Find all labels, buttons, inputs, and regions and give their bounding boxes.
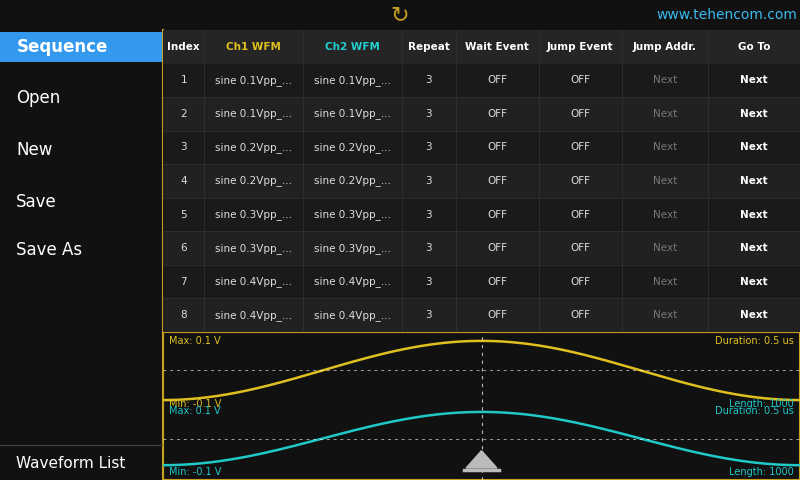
Text: sine 0.3Vpp_...: sine 0.3Vpp_... (314, 243, 391, 253)
Text: sine 0.2Vpp_...: sine 0.2Vpp_... (314, 142, 391, 153)
Text: 3: 3 (426, 243, 432, 253)
Text: sine 0.4Vpp_...: sine 0.4Vpp_... (215, 276, 292, 287)
Text: OFF: OFF (570, 210, 590, 219)
Text: 3: 3 (426, 176, 432, 186)
Text: 2: 2 (180, 109, 187, 119)
Text: Duration: 0.5 us: Duration: 0.5 us (714, 406, 794, 416)
Text: Next: Next (740, 276, 768, 287)
Text: 8: 8 (180, 310, 187, 320)
Bar (163, 198, 800, 231)
Bar (163, 63, 800, 97)
Text: 3: 3 (426, 75, 432, 85)
Text: 3: 3 (426, 143, 432, 153)
Text: sine 0.4Vpp_...: sine 0.4Vpp_... (314, 310, 391, 321)
Text: Length: 1000: Length: 1000 (729, 398, 794, 408)
Text: OFF: OFF (570, 276, 590, 287)
Text: Min: -0.1 V: Min: -0.1 V (170, 398, 222, 408)
Text: 3: 3 (426, 276, 432, 287)
Text: OFF: OFF (487, 243, 507, 253)
Text: Length: 1000: Length: 1000 (729, 467, 794, 477)
Text: OFF: OFF (487, 109, 507, 119)
Text: OFF: OFF (487, 176, 507, 186)
Text: Save: Save (16, 193, 57, 211)
Text: OFF: OFF (487, 276, 507, 287)
Text: 3: 3 (426, 109, 432, 119)
Text: Next: Next (740, 310, 768, 320)
Bar (163, 131, 800, 164)
Text: www.tehencom.com: www.tehencom.com (657, 8, 798, 22)
Text: OFF: OFF (487, 210, 507, 219)
Text: 3: 3 (180, 143, 187, 153)
Text: sine 0.3Vpp_...: sine 0.3Vpp_... (215, 209, 292, 220)
Text: sine 0.3Vpp_...: sine 0.3Vpp_... (314, 209, 391, 220)
Text: sine 0.2Vpp_...: sine 0.2Vpp_... (215, 176, 292, 186)
Text: Max: 0.1 V: Max: 0.1 V (170, 336, 221, 347)
Text: Jump Addr.: Jump Addr. (633, 42, 697, 52)
Text: Index: Index (167, 42, 200, 52)
Text: Next: Next (740, 210, 768, 219)
Text: Go To: Go To (738, 42, 770, 52)
Text: 1: 1 (180, 75, 187, 85)
Text: Wait Event: Wait Event (466, 42, 530, 52)
Text: Next: Next (740, 109, 768, 119)
Text: OFF: OFF (487, 310, 507, 320)
Text: Save As: Save As (16, 241, 82, 259)
Text: Max: 0.1 V: Max: 0.1 V (170, 406, 221, 416)
Text: OFF: OFF (487, 75, 507, 85)
Text: Sequence: Sequence (16, 38, 108, 56)
Bar (163, 265, 800, 299)
Text: sine 0.1Vpp_...: sine 0.1Vpp_... (314, 75, 391, 86)
Text: ↻: ↻ (390, 5, 410, 25)
Text: 7: 7 (180, 276, 187, 287)
Text: sine 0.1Vpp_...: sine 0.1Vpp_... (314, 108, 391, 120)
Bar (163, 164, 800, 198)
Text: OFF: OFF (570, 176, 590, 186)
Text: 4: 4 (180, 176, 187, 186)
Bar (163, 231, 800, 265)
Text: 5: 5 (180, 210, 187, 219)
Text: Duration: 0.5 us: Duration: 0.5 us (714, 336, 794, 347)
Text: OFF: OFF (570, 109, 590, 119)
Text: sine 0.2Vpp_...: sine 0.2Vpp_... (314, 176, 391, 186)
Text: Next: Next (653, 75, 677, 85)
Bar (0, 32, 163, 62)
Text: Waveform List: Waveform List (16, 456, 126, 470)
Text: sine 0.1Vpp_...: sine 0.1Vpp_... (215, 108, 292, 120)
Text: Next: Next (653, 176, 677, 186)
Text: 6: 6 (180, 243, 187, 253)
Text: Next: Next (740, 75, 768, 85)
Text: Repeat: Repeat (408, 42, 450, 52)
Text: New: New (16, 141, 53, 159)
Text: Next: Next (653, 210, 677, 219)
Text: Next: Next (653, 243, 677, 253)
Text: Open: Open (16, 89, 61, 107)
Text: Next: Next (653, 276, 677, 287)
Text: Next: Next (740, 176, 768, 186)
Text: sine 0.4Vpp_...: sine 0.4Vpp_... (215, 310, 292, 321)
Text: 3: 3 (426, 310, 432, 320)
Text: sine 0.1Vpp_...: sine 0.1Vpp_... (215, 75, 292, 86)
Text: Next: Next (653, 109, 677, 119)
Text: Next: Next (740, 243, 768, 253)
Text: OFF: OFF (487, 143, 507, 153)
Bar (163, 299, 800, 332)
Bar (163, 30, 800, 63)
Bar (163, 97, 800, 131)
Text: OFF: OFF (570, 243, 590, 253)
Text: Jump Event: Jump Event (547, 42, 614, 52)
Polygon shape (466, 451, 497, 468)
Text: sine 0.3Vpp_...: sine 0.3Vpp_... (215, 243, 292, 253)
Text: OFF: OFF (570, 310, 590, 320)
Text: OFF: OFF (570, 75, 590, 85)
Text: sine 0.4Vpp_...: sine 0.4Vpp_... (314, 276, 391, 287)
Text: Ch2 WFM: Ch2 WFM (325, 42, 380, 52)
Text: OFF: OFF (570, 143, 590, 153)
Text: sine 0.2Vpp_...: sine 0.2Vpp_... (215, 142, 292, 153)
Text: Next: Next (740, 143, 768, 153)
Text: Next: Next (653, 143, 677, 153)
Text: Next: Next (653, 310, 677, 320)
Text: Ch1 WFM: Ch1 WFM (226, 42, 282, 52)
Text: Min: -0.1 V: Min: -0.1 V (170, 467, 222, 477)
Text: 3: 3 (426, 210, 432, 219)
